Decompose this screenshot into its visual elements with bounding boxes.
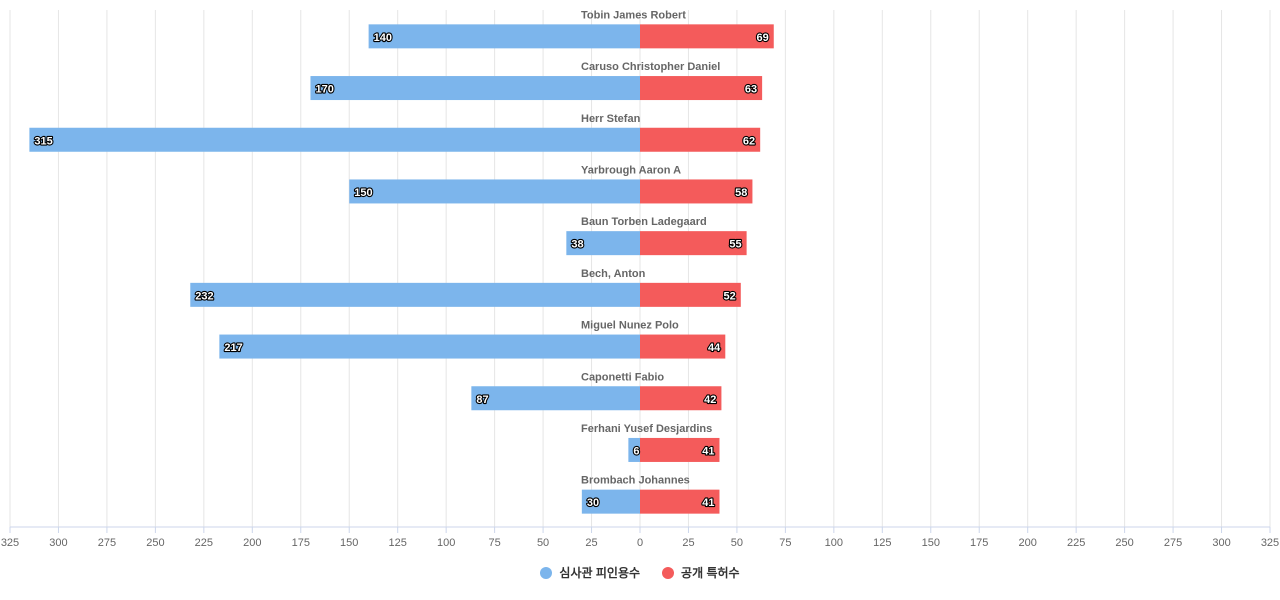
data-label-patents: 41 bbox=[702, 497, 714, 509]
data-label-citations: 217 bbox=[224, 342, 242, 354]
category-label: Yarbrough Aaron A bbox=[581, 164, 681, 176]
legend-item-patents[interactable]: 공개 특허수 bbox=[662, 564, 740, 581]
tick-label: 50 bbox=[731, 537, 743, 549]
bar-patents bbox=[640, 76, 763, 101]
bar-citations bbox=[566, 231, 640, 256]
bar-patents bbox=[640, 282, 741, 307]
tick-label: 175 bbox=[970, 537, 988, 549]
data-label-citations: 38 bbox=[571, 239, 583, 251]
data-label-patents: 42 bbox=[704, 394, 716, 406]
legend-item-citations[interactable]: 심사관 피인용수 bbox=[540, 564, 640, 581]
tick-label: 200 bbox=[243, 537, 261, 549]
legend: 심사관 피인용수 공개 특허수 bbox=[0, 564, 1280, 581]
tick-label: 25 bbox=[682, 537, 694, 549]
data-label-citations: 87 bbox=[476, 394, 488, 406]
bar-citations bbox=[349, 179, 640, 204]
tick-label: 275 bbox=[98, 537, 116, 549]
tick-label: 150 bbox=[340, 537, 358, 549]
bar-citations bbox=[310, 76, 640, 101]
bar-citations bbox=[219, 334, 640, 359]
data-label-patents: 44 bbox=[708, 342, 721, 354]
data-label-citations: 30 bbox=[587, 497, 599, 509]
bar-patents bbox=[640, 437, 720, 462]
data-label-patents: 55 bbox=[729, 239, 741, 251]
category-label: Baun Torben Ladegaard bbox=[581, 216, 707, 228]
data-label-patents: 52 bbox=[724, 290, 736, 302]
tick-label: 75 bbox=[779, 537, 791, 549]
data-label-patents: 62 bbox=[743, 135, 755, 147]
bar-citations bbox=[628, 437, 640, 462]
category-label: Ferhani Yusef Desjardins bbox=[581, 423, 712, 435]
tick-label: 50 bbox=[537, 537, 549, 549]
data-label-patents: 63 bbox=[745, 84, 757, 96]
bar-citations bbox=[368, 24, 640, 49]
bar-citations bbox=[581, 489, 640, 514]
category-label: Herr Stefan bbox=[581, 113, 641, 125]
data-label-citations: 232 bbox=[195, 290, 213, 302]
bar-patents bbox=[640, 24, 774, 49]
legend-label: 공개 특허수 bbox=[681, 566, 740, 580]
bar-patents bbox=[640, 179, 753, 204]
legend-marker-blue bbox=[540, 566, 553, 579]
tick-label: 225 bbox=[195, 537, 213, 549]
tick-label: 125 bbox=[873, 537, 891, 549]
tick-label: 100 bbox=[437, 537, 455, 549]
tick-label: 250 bbox=[146, 537, 164, 549]
category-label: Tobin James Robert bbox=[581, 9, 686, 21]
tick-label: 25 bbox=[585, 537, 597, 549]
tick-label: 175 bbox=[292, 537, 310, 549]
data-label-patents: 69 bbox=[757, 32, 769, 44]
bar-patents bbox=[640, 386, 722, 411]
data-label-citations: 170 bbox=[315, 84, 333, 96]
category-label: Brombach Johannes bbox=[581, 475, 690, 487]
tick-label: 225 bbox=[1067, 537, 1085, 549]
tick-label: 300 bbox=[1212, 537, 1230, 549]
category-label: Bech, Anton bbox=[581, 268, 646, 280]
data-label-citations: 150 bbox=[354, 187, 372, 199]
tick-label: 200 bbox=[1019, 537, 1037, 549]
bar-citations bbox=[471, 386, 640, 411]
tick-label: 325 bbox=[1, 537, 19, 549]
tick-label: 275 bbox=[1164, 537, 1182, 549]
bar-patents bbox=[640, 334, 726, 359]
tick-label: 250 bbox=[1115, 537, 1133, 549]
data-label-citations: 140 bbox=[374, 32, 392, 44]
tick-label: 300 bbox=[49, 537, 67, 549]
tick-label: 0 bbox=[637, 537, 643, 549]
bar-patents bbox=[640, 489, 720, 514]
category-label: Caruso Christopher Daniel bbox=[581, 61, 720, 73]
tick-label: 75 bbox=[488, 537, 500, 549]
data-label-patents: 58 bbox=[735, 187, 747, 199]
tick-label: 150 bbox=[922, 537, 940, 549]
diverging-bar-chart: 325 300 275 250 225 200 175 150 125 100 75 50 25 0 25 5… bbox=[1, 9, 1279, 549]
data-label-patents: 41 bbox=[702, 445, 714, 457]
category-label: Miguel Nunez Polo bbox=[581, 320, 679, 332]
data-label-citations: 315 bbox=[34, 135, 52, 147]
bar-patents bbox=[640, 127, 761, 152]
data-label-citations: 6 bbox=[633, 445, 639, 457]
tick-label: 100 bbox=[825, 537, 843, 549]
tick-label: 125 bbox=[389, 537, 407, 549]
bar-citations bbox=[190, 282, 640, 307]
bar-citations bbox=[29, 127, 640, 152]
tick-label: 325 bbox=[1261, 537, 1279, 549]
bar-patents bbox=[640, 231, 747, 256]
legend-label: 심사관 피인용수 bbox=[559, 566, 641, 580]
legend-marker-red bbox=[662, 566, 675, 579]
category-label: Caponetti Fabio bbox=[581, 371, 664, 383]
